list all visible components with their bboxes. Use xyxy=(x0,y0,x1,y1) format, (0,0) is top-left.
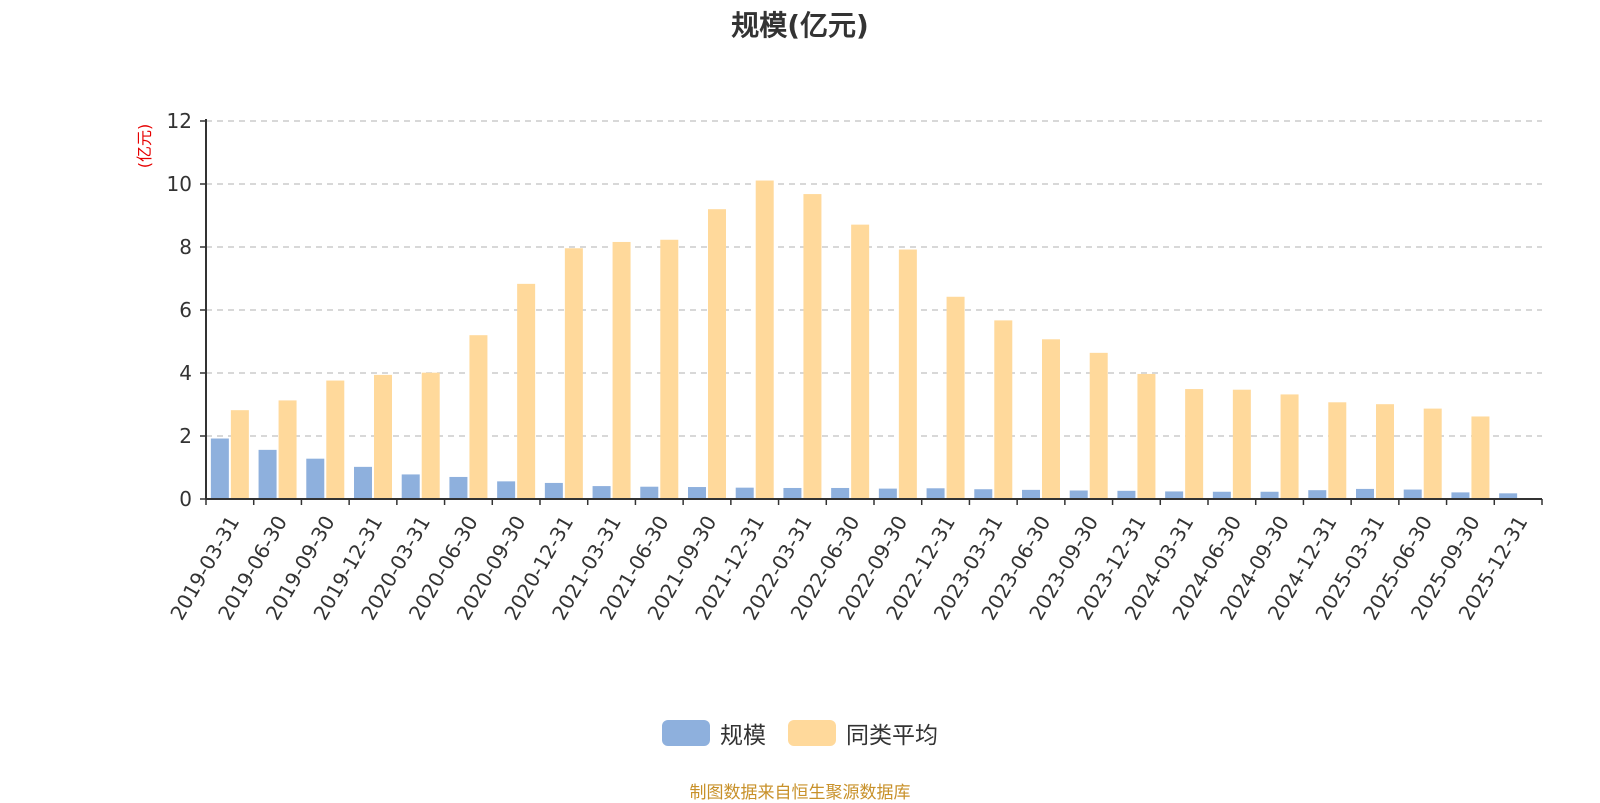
bar-peer-average[interactable] xyxy=(278,400,297,499)
axes xyxy=(200,119,1543,505)
bar-peer-average[interactable] xyxy=(851,224,870,499)
y-tick-label: 6 xyxy=(179,298,192,322)
grid-lines xyxy=(206,120,1542,437)
bar-scale[interactable] xyxy=(926,488,945,499)
bar-peer-average[interactable] xyxy=(708,209,726,499)
bar-scale[interactable] xyxy=(735,487,754,499)
y-tick-label: 8 xyxy=(179,235,192,259)
bar-scale[interactable] xyxy=(1308,490,1327,499)
bar-scale[interactable] xyxy=(1403,489,1422,499)
bar-peer-average[interactable] xyxy=(421,372,440,499)
y-tick-label: 4 xyxy=(179,361,192,385)
bar-scale[interactable] xyxy=(878,488,897,499)
bar-peer-average[interactable] xyxy=(1423,408,1442,499)
bar-scale[interactable] xyxy=(640,486,659,499)
legend-swatch-scale xyxy=(662,720,710,746)
bar-scale[interactable] xyxy=(1022,489,1040,499)
bar-scale[interactable] xyxy=(306,458,325,499)
bar-scale[interactable] xyxy=(974,489,993,499)
bar-peer-average[interactable] xyxy=(612,241,631,499)
y-tick-label: 10 xyxy=(167,172,192,196)
legend: 规模 同类平均 xyxy=(0,716,1600,750)
bar-peer-average[interactable] xyxy=(1280,394,1299,499)
y-axis-unit-label: (亿元) xyxy=(135,124,154,169)
bar-scale[interactable] xyxy=(354,466,372,499)
bar-peer-average[interactable] xyxy=(1137,373,1156,499)
legend-item-peer-average[interactable]: 同类平均 xyxy=(788,716,938,750)
bar-scale[interactable] xyxy=(544,482,563,499)
legend-swatch-peer-average xyxy=(788,720,836,746)
bar-peer-average[interactable] xyxy=(230,410,249,499)
bar-scale[interactable] xyxy=(688,487,706,499)
bar-scale[interactable] xyxy=(592,486,611,499)
bar-peer-average[interactable] xyxy=(898,249,917,499)
bar-peer-average[interactable] xyxy=(660,239,679,499)
legend-label-peer-average: 同类平均 xyxy=(846,723,938,749)
chart-title: 规模(亿元) xyxy=(731,9,869,42)
bars xyxy=(210,180,1518,499)
bar-peer-average[interactable] xyxy=(469,335,488,499)
bar-peer-average[interactable] xyxy=(517,283,536,499)
bar-scale[interactable] xyxy=(1165,491,1184,499)
y-tick-labels: 0 2 4 6 8 10 12 xyxy=(167,109,192,511)
x-tick-labels: 2019-03-312019-06-302019-09-302019-12-31… xyxy=(165,511,1532,624)
bar-peer-average[interactable] xyxy=(1232,389,1251,499)
bar-scale[interactable] xyxy=(783,487,802,499)
legend-label-scale: 规模 xyxy=(720,723,766,749)
bar-peer-average[interactable] xyxy=(803,194,822,499)
bar-peer-average[interactable] xyxy=(755,180,774,499)
bar-scale[interactable] xyxy=(210,438,229,499)
bar-peer-average[interactable] xyxy=(946,296,965,499)
bar-peer-average[interactable] xyxy=(374,374,392,499)
bar-scale[interactable] xyxy=(401,474,420,499)
bar-scale[interactable] xyxy=(258,449,277,499)
bar-peer-average[interactable] xyxy=(1185,389,1204,499)
bar-scale[interactable] xyxy=(1499,493,1518,499)
bar-peer-average[interactable] xyxy=(994,320,1013,499)
source-note: 制图数据来自恒生聚源数据库 xyxy=(689,783,911,803)
bar-scale[interactable] xyxy=(497,481,516,499)
bar-scale[interactable] xyxy=(449,476,468,499)
bar-peer-average[interactable] xyxy=(1089,352,1108,499)
bar-peer-average[interactable] xyxy=(1376,404,1394,499)
bar-peer-average[interactable] xyxy=(1471,416,1490,499)
y-tick-label: 2 xyxy=(179,424,192,448)
bar-scale[interactable] xyxy=(1212,491,1231,499)
bar-peer-average[interactable] xyxy=(326,380,345,499)
y-tick-label: 0 xyxy=(179,487,192,511)
bar-scale[interactable] xyxy=(1451,492,1470,499)
bar-scale[interactable] xyxy=(831,487,850,499)
bar-scale[interactable] xyxy=(1260,491,1279,499)
bar-peer-average[interactable] xyxy=(564,248,583,499)
y-tick-label: 12 xyxy=(167,109,192,133)
bar-scale[interactable] xyxy=(1356,488,1374,499)
legend-item-scale[interactable]: 规模 xyxy=(662,716,766,750)
bar-peer-average[interactable] xyxy=(1042,339,1060,499)
bar-scale[interactable] xyxy=(1069,490,1088,499)
bar-peer-average[interactable] xyxy=(1328,402,1347,499)
bar-scale[interactable] xyxy=(1117,490,1136,499)
